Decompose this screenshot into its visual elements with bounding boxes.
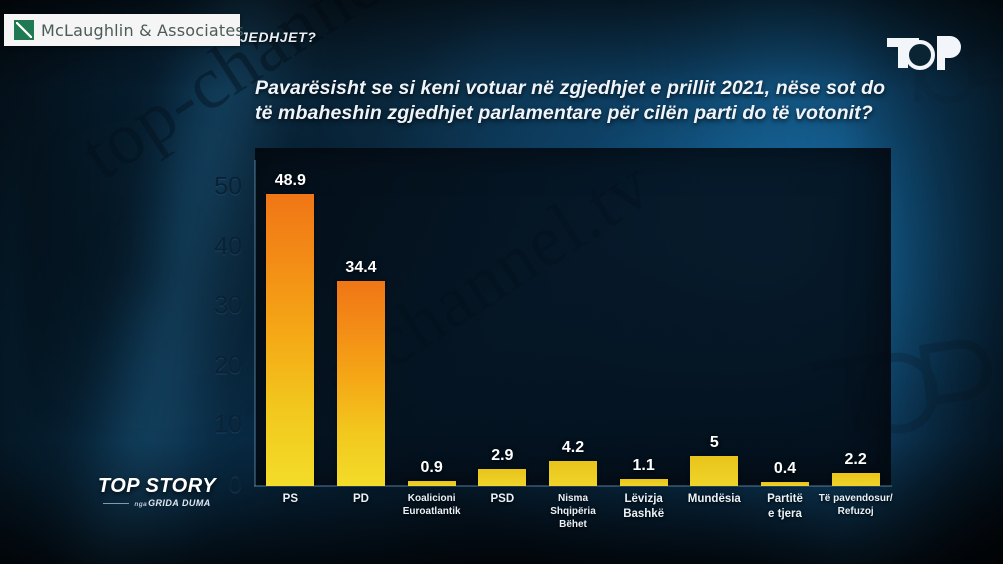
bar-group: 5 Mundësia [688,148,741,505]
bar[interactable] [478,468,527,486]
bar-value-label: 4.2 [561,438,585,456]
byline-prefix: nga [134,501,148,508]
category-label: Nisma Shqipëria Bëhet [530,492,616,531]
category-label-line: PSD [490,493,515,505]
category-label-line: Të pavendosur/ [818,493,893,504]
x-axis-line [254,485,892,487]
category-label-line: e tjera [768,508,802,520]
category-label-line: PD [353,493,369,505]
byline-rule-left [103,502,130,504]
bar-value-label: 34.4 [345,258,377,276]
bar-group: 1.1 Lëvizja Bashkë [619,148,668,520]
top-channel-logo-icon [887,36,961,70]
bar-value-label: 0.9 [420,458,443,476]
category-label-line: Euroatlantik [402,506,461,517]
bars-layer: 48.9 PS 34.4 PD 0.9 Koalicioni Euroatlantik 2.9… [255,148,893,530]
mclaughlin-logo-icon [14,20,34,40]
bar[interactable] [690,456,739,486]
category-label: Partitë e tjera [742,492,828,522]
byline-first: GRIDA [148,498,180,508]
category-label: PD [318,492,404,507]
category-label: PSD [459,492,545,507]
bar-group: 0.4 Partitë e tjera [761,148,809,520]
category-label: Mundësia [671,492,757,507]
category-label-line: Bashkë [623,508,665,520]
category-label: Lëvizja Bashkë [601,492,687,522]
category-label-line: Bëhet [559,519,587,530]
category-label: Të pavendosur/Refuzoj [813,492,899,518]
show-byline: ngaGRIDA DUMA [92,498,222,508]
bar-value-label: 5 [709,434,719,452]
byline-last: DUMA [182,498,211,508]
bar-group: 0.9 Koalicioni Euroatlantik [403,148,461,517]
y-axis-line [254,160,256,486]
pollster-banner: McLaughlin & Associates [4,14,244,46]
bar-group: 4.2 Nisma Shqipëria Bëhet [549,148,597,530]
bar-value-label: 2.9 [491,446,514,464]
bar-value-label: 2.2 [844,450,867,468]
bar[interactable] [337,280,385,486]
bar-group: 2.9 PSD [478,148,527,505]
y-axis-tick-40: 40 [214,232,242,261]
category-label-line: Mundësia [687,493,741,505]
category-label: Koalicioni Euroatlantik [389,492,475,518]
bar-group: 34.4 PD [337,148,385,505]
category-label-line: Shqipëria [550,506,596,517]
y-axis-tick-50: 50 [214,172,242,201]
bar[interactable] [831,472,880,486]
bar[interactable] [619,479,668,486]
chart-title: Pavarësisht se si keni votuar në zgjedhj… [255,77,886,124]
header-caption: JEDHJET? [240,29,317,45]
category-label-line: Koalicioni [407,493,456,504]
byline-text: ngaGRIDA DUMA [134,498,210,508]
bar[interactable] [549,460,597,486]
bar-group: 48.9 PS [266,148,315,505]
pollster-name: McLaughlin & Associates [41,20,244,40]
bar-value-label: 1.1 [632,457,655,475]
y-axis-tick-10: 10 [214,410,242,439]
bar[interactable] [761,482,809,486]
show-bug: TOP STORY ngaGRIDA DUMA [92,476,222,508]
bar[interactable] [407,480,456,486]
category-label-line: Partitë [767,493,803,505]
bar-group: 2.2 Të pavendosur/Refuzoj [819,148,893,517]
category-label: PS [247,492,333,507]
category-label-line: Nisma [557,493,588,504]
bar-value-label: 48.9 [274,172,306,190]
bar-value-label: 0.4 [773,460,797,477]
y-axis: 50 40 30 20 10 0 [198,148,248,498]
show-title: TOP STORY [97,475,217,497]
y-axis-tick-20: 20 [214,351,242,380]
bar[interactable] [266,194,315,486]
category-label-line: Refuzoj [837,506,874,517]
category-label-line: Lëvizja [624,493,663,505]
y-axis-tick-30: 30 [214,291,242,320]
y-axis-tick-0: 0 [228,470,242,499]
category-label-line: PS [282,493,298,505]
